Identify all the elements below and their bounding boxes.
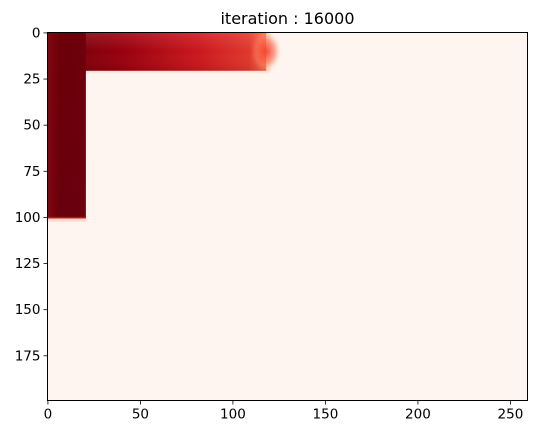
plot-frame — [47, 32, 528, 401]
x-tick-label: 50 — [132, 407, 149, 423]
y-axis: 0 25 50 75 100 125 150 175 — [15, 25, 47, 364]
heatmap-background — [47, 32, 528, 401]
y-tick-label: 50 — [23, 118, 40, 134]
vertical-band-shading — [47, 32, 86, 219]
x-tick-label: 0 — [44, 407, 53, 423]
y-tick-label: 175 — [15, 348, 41, 364]
x-tick-label: 250 — [498, 407, 524, 423]
horizontal-band-end — [251, 32, 281, 71]
x-tick-label: 100 — [220, 407, 246, 423]
vertical-band-edge — [47, 216, 86, 219]
x-axis: 0 50 100 150 200 250 — [44, 401, 524, 423]
y-tick-label: 125 — [15, 256, 41, 272]
y-tick-label: 25 — [23, 72, 40, 88]
y-tick-label: 75 — [23, 164, 40, 180]
chart-title: iteration : 16000 — [220, 9, 354, 28]
x-tick-label: 150 — [313, 407, 339, 423]
vertical-band-halo — [47, 217, 87, 222]
x-tick-label: 200 — [405, 407, 431, 423]
plot-area — [47, 32, 528, 401]
y-tick-label: 0 — [32, 25, 41, 41]
heatmap-cells — [47, 32, 281, 222]
y-tick-label: 150 — [15, 302, 41, 318]
y-tick-label: 100 — [15, 210, 41, 226]
